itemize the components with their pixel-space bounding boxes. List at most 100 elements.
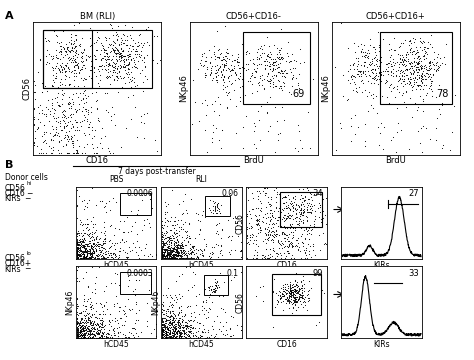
Point xyxy=(290,299,298,305)
Point xyxy=(298,239,306,245)
Point xyxy=(74,328,82,333)
Point xyxy=(275,214,283,220)
Point xyxy=(369,44,376,50)
Point xyxy=(422,64,429,69)
Point xyxy=(90,150,97,156)
Point xyxy=(91,280,99,286)
Point xyxy=(166,308,173,314)
Point xyxy=(74,264,82,270)
Point xyxy=(311,213,319,219)
Point xyxy=(247,73,255,79)
Point xyxy=(182,243,190,248)
Point xyxy=(285,290,292,296)
Point xyxy=(77,327,85,333)
Point xyxy=(187,256,194,261)
Point xyxy=(119,40,127,46)
Point xyxy=(101,311,109,317)
Point xyxy=(105,254,112,260)
Point xyxy=(76,324,84,329)
Point xyxy=(239,60,247,66)
Point xyxy=(60,109,67,114)
Point xyxy=(87,42,95,48)
Point xyxy=(174,239,182,244)
Point xyxy=(303,185,310,191)
Point xyxy=(116,303,123,309)
Point xyxy=(278,206,285,212)
Point xyxy=(185,332,193,338)
Point xyxy=(160,307,167,313)
Point xyxy=(292,287,299,293)
Point xyxy=(167,333,174,339)
Point xyxy=(89,302,96,307)
Point xyxy=(176,330,183,336)
Point xyxy=(73,316,81,322)
Point xyxy=(243,49,251,54)
Point xyxy=(57,123,64,129)
Point xyxy=(79,335,87,341)
Point xyxy=(114,48,122,54)
Point xyxy=(138,67,146,72)
Point xyxy=(287,91,295,97)
Point xyxy=(101,235,109,240)
Point xyxy=(173,237,181,242)
Point xyxy=(96,311,104,317)
Point xyxy=(87,321,94,327)
Point xyxy=(103,255,110,260)
Point xyxy=(50,132,57,138)
Point xyxy=(73,310,81,315)
Point xyxy=(65,66,73,72)
Point xyxy=(102,107,110,113)
Point xyxy=(417,59,424,64)
Point xyxy=(132,299,140,305)
Point xyxy=(128,223,136,229)
Point xyxy=(94,255,101,261)
Point xyxy=(99,318,107,324)
Point xyxy=(77,241,85,247)
Point xyxy=(259,46,266,52)
Point xyxy=(206,291,214,297)
Point xyxy=(79,251,86,257)
Point xyxy=(361,59,368,65)
Point xyxy=(296,211,304,217)
Point xyxy=(124,283,132,289)
Point xyxy=(221,332,229,338)
Point xyxy=(181,324,188,330)
Point xyxy=(126,79,133,85)
Point xyxy=(186,241,193,247)
Point xyxy=(278,70,286,76)
Point xyxy=(98,317,105,323)
Point xyxy=(143,76,151,82)
Point xyxy=(93,256,101,261)
Point xyxy=(167,247,175,252)
Point xyxy=(120,308,128,314)
Point xyxy=(432,137,440,143)
Point xyxy=(205,294,212,300)
Point xyxy=(49,133,56,139)
Point xyxy=(266,247,274,252)
Point xyxy=(174,250,182,256)
Point xyxy=(428,78,435,84)
Point xyxy=(294,221,302,227)
Point xyxy=(62,48,69,54)
Point xyxy=(71,67,79,72)
Point xyxy=(258,256,265,261)
Point xyxy=(231,57,239,63)
Point xyxy=(218,71,226,77)
Point xyxy=(73,335,81,341)
Point xyxy=(194,66,202,71)
Point xyxy=(211,287,219,292)
Point xyxy=(394,78,402,84)
Point xyxy=(435,106,442,112)
Point xyxy=(287,289,295,294)
Point xyxy=(81,327,88,333)
Point xyxy=(165,252,173,257)
Point xyxy=(77,256,84,261)
Point xyxy=(293,282,301,288)
Point xyxy=(434,65,442,71)
Point xyxy=(398,72,405,78)
Point xyxy=(204,309,211,315)
Point xyxy=(194,256,202,261)
Point xyxy=(64,55,72,60)
Point xyxy=(94,117,102,123)
Point xyxy=(287,66,294,72)
